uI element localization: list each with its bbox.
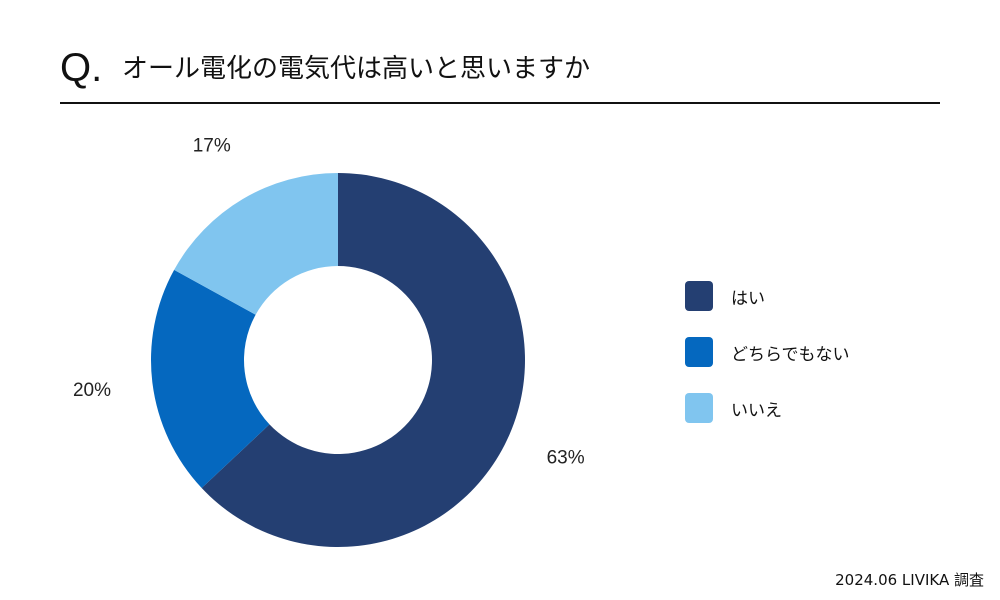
legend-label: いいえ — [731, 400, 782, 421]
chart-title: オール電化の電気代は高いと思いますか — [122, 54, 591, 84]
slice-label-3: 17% — [193, 136, 231, 157]
donut-slice-3 — [174, 173, 338, 315]
legend-label: どちらでもない — [731, 344, 850, 365]
question-header: Q. オール電化の電気代は高いと思いますか — [60, 44, 940, 104]
legend-item-2: どちらでもない — [685, 336, 850, 368]
slice-label-2: 20% — [73, 380, 111, 401]
donut-slice-1 — [201, 173, 525, 547]
slice-label-1: 63% — [547, 448, 585, 469]
legend-swatch — [685, 393, 713, 423]
chart-legend: はいどちらでもない いいえ — [685, 280, 850, 448]
title-divider — [60, 102, 940, 104]
legend-item-1: はい — [685, 280, 850, 312]
question-mark: Q. — [60, 46, 103, 90]
legend-label: はい — [731, 288, 765, 309]
donut-slice-2 — [150, 269, 270, 489]
source-note: 2024.06 LIVIKA 調査 — [835, 571, 984, 589]
legend-swatch — [685, 337, 713, 367]
legend-item-3: いいえ — [685, 392, 850, 424]
legend-swatch — [685, 281, 713, 311]
